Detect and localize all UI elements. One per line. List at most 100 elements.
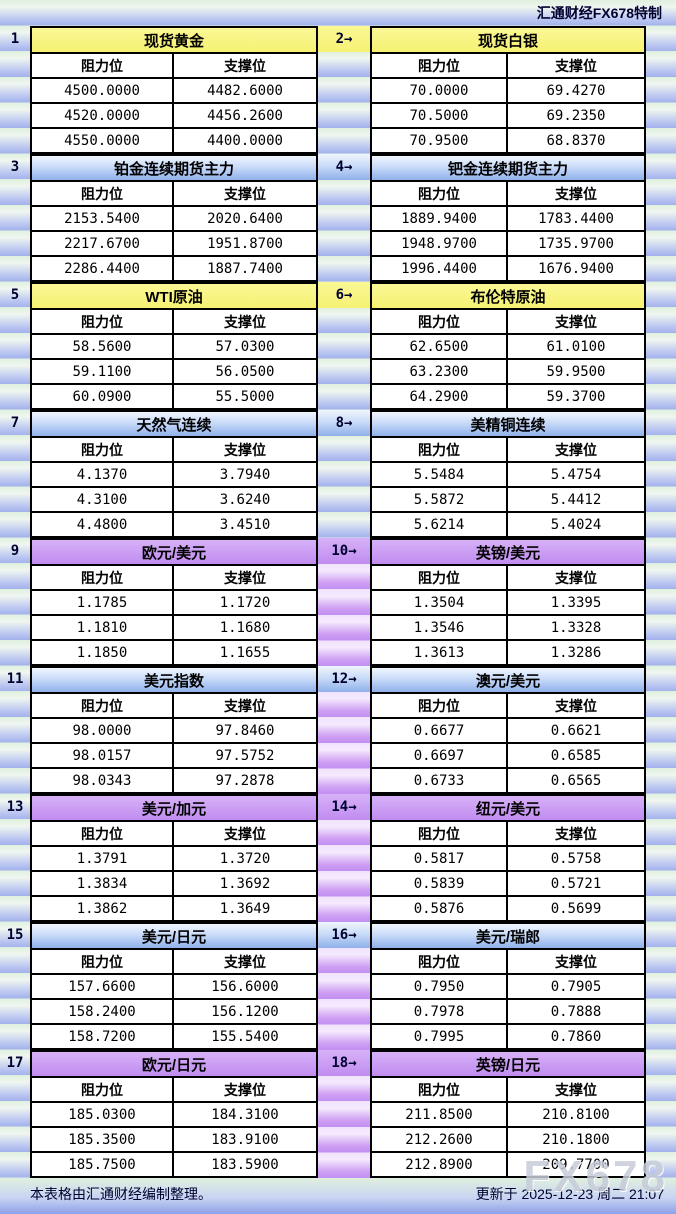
support-value: 210.8100	[542, 1106, 610, 1123]
table-row: 63.2300 59.9500	[372, 360, 644, 385]
support-value: 0.6585	[550, 747, 602, 764]
resistance-value: 5.5872	[372, 488, 508, 511]
resistance-value: 4.1370	[32, 463, 174, 486]
panel-number: 2→	[318, 26, 370, 52]
panel-number: 17	[6, 1055, 24, 1071]
panel: 美精铜连续 阻力位 支撑位 5.5484 5.4754 5.5872 5.441…	[370, 410, 646, 538]
block-row: 7 天然气连续 阻力位 支撑位 4.1370 3.7940 4.3100 3.6…	[0, 410, 676, 538]
table-row: 158.2400 156.1200	[32, 1000, 316, 1025]
topbar: 汇通财经FX678特制	[0, 0, 676, 26]
right-edge-column	[646, 282, 676, 410]
table-row: 1.1810 1.1680	[32, 616, 316, 641]
gutter-column: 18→	[318, 1050, 370, 1178]
table-row: 5.5484 5.4754	[372, 463, 644, 488]
support-value: 183.9100	[211, 1131, 279, 1148]
support-header: 支撑位	[555, 697, 597, 714]
panel-title: 布伦特原油	[372, 284, 644, 310]
column-header-row: 阻力位 支撑位	[32, 950, 316, 975]
support-value: 209.7700	[542, 1156, 610, 1173]
column-header-row: 阻力位 支撑位	[372, 1078, 644, 1103]
block-row: 13 美元/加元 阻力位 支撑位 1.3791 1.3720 1.3834 1.…	[0, 794, 676, 922]
support-value: 55.5000	[215, 388, 275, 405]
panel: 美元/瑞郎 阻力位 支撑位 0.7950 0.7905 0.7978 0.788…	[370, 922, 646, 1050]
column-header-row: 阻力位 支撑位	[32, 1078, 316, 1103]
panel-title: 美元/加元	[32, 796, 316, 822]
support-value: 1.3692	[219, 875, 271, 892]
resistance-value: 1.3791	[32, 847, 174, 870]
gutter-column: 16→	[318, 922, 370, 1050]
table-row: 58.5600 57.0300	[32, 335, 316, 360]
resistance-value: 185.3500	[32, 1128, 174, 1151]
support-value: 1.3395	[550, 594, 602, 611]
panel: 美元/日元 阻力位 支撑位 157.6600 156.6000 158.2400…	[30, 922, 318, 1050]
resistance-header: 阻力位	[32, 54, 174, 77]
resistance-header: 阻力位	[32, 1078, 174, 1101]
resistance-value: 4520.0000	[32, 104, 174, 127]
resistance-value: 62.6500	[372, 335, 508, 358]
resistance-value: 1.3546	[372, 616, 508, 639]
resistance-value: 185.7500	[32, 1153, 174, 1176]
panel: 澳元/美元 阻力位 支撑位 0.6677 0.6621 0.6697 0.658…	[370, 666, 646, 794]
support-header: 支撑位	[224, 313, 266, 330]
support-value: 2020.6400	[207, 210, 283, 227]
left-number-column: 9	[0, 538, 30, 666]
resistance-value: 1.1785	[32, 591, 174, 614]
resistance-header: 阻力位	[32, 182, 174, 205]
table-row: 0.6733 0.6565	[372, 769, 644, 792]
resistance-value: 158.7200	[32, 1025, 174, 1048]
panel-number: 9	[10, 543, 20, 559]
column-header-row: 阻力位 支撑位	[372, 182, 644, 207]
table-row: 2217.6700 1951.8700	[32, 232, 316, 257]
resistance-value: 64.2900	[372, 385, 508, 408]
panel-number: 1	[10, 31, 20, 47]
table-row: 98.0000 97.8460	[32, 719, 316, 744]
right-edge-column	[646, 1050, 676, 1178]
column-header-row: 阻力位 支撑位	[372, 822, 644, 847]
block-row: 11 美元指数 阻力位 支撑位 98.0000 97.8460 98.0157 …	[0, 666, 676, 794]
panel: 布伦特原油 阻力位 支撑位 62.6500 61.0100 63.2300 59…	[370, 282, 646, 410]
table-row: 157.6600 156.6000	[32, 975, 316, 1000]
block-row: 9 欧元/美元 阻力位 支撑位 1.1785 1.1720 1.1810 1.1…	[0, 538, 676, 666]
support-value: 1.3649	[219, 900, 271, 917]
support-header: 支撑位	[224, 1081, 266, 1098]
support-value: 0.6621	[550, 722, 602, 739]
support-header: 支撑位	[224, 953, 266, 970]
resistance-value: 4550.0000	[32, 129, 174, 152]
support-value: 1.1655	[219, 644, 271, 661]
table-row: 212.2600 210.1800	[372, 1128, 644, 1153]
resistance-value: 1889.9400	[372, 207, 508, 230]
support-value: 5.4412	[550, 491, 602, 508]
support-value: 183.5900	[211, 1156, 279, 1173]
table-row: 64.2900 59.3700	[372, 385, 644, 408]
table-row: 2153.5400 2020.6400	[32, 207, 316, 232]
resistance-value: 0.7950	[372, 975, 508, 998]
panel-number: 7	[10, 415, 20, 431]
resistance-value: 70.9500	[372, 129, 508, 152]
gutter-column: 8→	[318, 410, 370, 538]
column-header-row: 阻力位 支撑位	[372, 950, 644, 975]
gutter-column: 2→	[318, 26, 370, 154]
left-number-column: 13	[0, 794, 30, 922]
support-value: 0.7860	[550, 1028, 602, 1045]
resistance-value: 60.0900	[32, 385, 174, 408]
block-row: 5 WTI原油 阻力位 支撑位 58.5600 57.0300 59.1100 …	[0, 282, 676, 410]
panel-title: 铂金连续期货主力	[32, 156, 316, 182]
support-value: 4482.6000	[207, 82, 283, 99]
panel-number: 10→	[318, 538, 370, 564]
resistance-value: 2153.5400	[32, 207, 174, 230]
support-value: 59.9500	[546, 363, 606, 380]
support-value: 210.1800	[542, 1131, 610, 1148]
support-header: 支撑位	[555, 1081, 597, 1098]
support-value: 1676.9400	[538, 260, 614, 277]
resistance-value: 2286.4400	[32, 257, 174, 280]
panel: 英镑/日元 阻力位 支撑位 211.8500 210.8100 212.2600…	[370, 1050, 646, 1178]
support-value: 1735.9700	[538, 235, 614, 252]
table-row: 1996.4400 1676.9400	[372, 257, 644, 280]
resistance-value: 0.7978	[372, 1000, 508, 1023]
table-row: 2286.4400 1887.7400	[32, 257, 316, 280]
left-number-column: 11	[0, 666, 30, 794]
resistance-value: 157.6600	[32, 975, 174, 998]
support-value: 0.7888	[550, 1003, 602, 1020]
resistance-header: 阻力位	[372, 182, 508, 205]
resistance-value: 4.3100	[32, 488, 174, 511]
